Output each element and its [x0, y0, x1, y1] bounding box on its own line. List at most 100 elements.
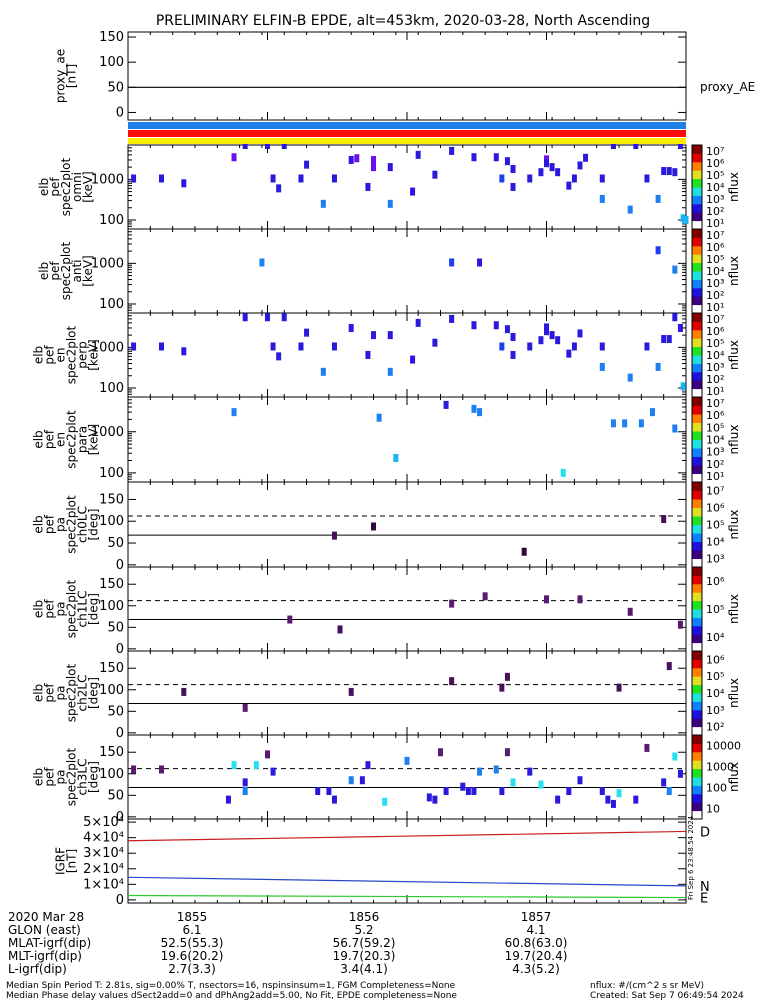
- heatmap-cell: [510, 350, 516, 359]
- heatmap-cell: [471, 153, 477, 162]
- colorbar-segment: [692, 170, 702, 180]
- heatmap-cell: [432, 170, 438, 179]
- heatmap-cell: [242, 141, 248, 149]
- colorbar-segment: [692, 609, 702, 618]
- colorbar-segment: [692, 760, 702, 770]
- colorbar-tick-label: 10⁵: [706, 337, 724, 350]
- heatmap-cell: [599, 174, 605, 183]
- heatmap-cell: [443, 400, 449, 409]
- y-tick-label: 100: [99, 213, 124, 228]
- y-tick-label: 0: [116, 642, 124, 657]
- heatmap-cell: [225, 795, 231, 804]
- colorbar-segment: [692, 405, 702, 415]
- colorbar-label: nflux: [727, 678, 741, 708]
- panel-pa-ch0LC: 050100150elbpefpaspec2plotch0LC[deg]10³1…: [32, 481, 741, 573]
- heatmap-cell: [304, 328, 310, 337]
- panel-spec-perp: 1001000elbpefenspec2plotperp[keV]10¹10²1…: [32, 312, 741, 398]
- heatmap-cell: [432, 338, 438, 347]
- colorbar-segment: [692, 229, 702, 238]
- y-tick-label: 50: [107, 704, 124, 719]
- colorbar-segment: [692, 575, 702, 585]
- colorbar-segment: [692, 693, 702, 702]
- heatmap-cell: [504, 157, 510, 166]
- series-label-D: D: [700, 825, 710, 840]
- y-tick-label: 0: [116, 810, 124, 825]
- heatmap-cell: [387, 199, 393, 208]
- heatmap-cell: [131, 174, 137, 183]
- panel-frame: [127, 396, 687, 483]
- colorbar-segment: [692, 793, 702, 803]
- y-axis-label: [deg]: [87, 593, 101, 625]
- y-tick-label: 100: [99, 297, 124, 312]
- heatmap-cell: [650, 408, 656, 417]
- colorbar-label: nflux: [727, 172, 741, 202]
- vertical-timestamp: Fri Sep 6 23:48:54 2024: [687, 815, 695, 900]
- colorbar-segment: [692, 448, 702, 457]
- heatmap-cell: [443, 787, 449, 795]
- colorbar-tick-label: 10³: [706, 193, 724, 206]
- heatmap-cell: [538, 780, 544, 789]
- colorbar-segment: [692, 371, 702, 381]
- heatmap-cell: [661, 515, 667, 524]
- y-tick-label: 1000: [91, 340, 124, 355]
- heatmap-cell: [661, 167, 667, 176]
- y-axis-label: pef: [43, 767, 57, 787]
- heatmap-cell: [616, 683, 622, 692]
- y-axis-label: pef: [48, 177, 62, 197]
- heatmap-cell: [331, 531, 337, 540]
- heatmap-cell: [599, 362, 605, 371]
- heatmap-cell: [499, 342, 505, 351]
- colorbar-segment: [692, 718, 702, 728]
- panel-frame: [127, 818, 687, 904]
- colorbar-segment: [692, 516, 702, 525]
- heatmap-cell: [320, 367, 326, 376]
- colorbar-segment: [692, 651, 702, 660]
- y-tick-label: 1000: [91, 425, 124, 440]
- heatmap-cell: [544, 595, 549, 604]
- heatmap-cell: [315, 787, 321, 795]
- heatmap-cell: [610, 799, 616, 808]
- heatmap-cell: [622, 419, 628, 428]
- heatmap-cell: [544, 327, 549, 336]
- y-tick-label: 50: [107, 80, 124, 95]
- colorbar-label: nflux: [727, 256, 741, 286]
- y-tick-label: 150: [99, 30, 124, 45]
- colorbar-segment: [692, 313, 702, 322]
- y-tick-label: 0: [116, 893, 124, 908]
- y-tick-label: 1×10⁴: [83, 877, 124, 892]
- heatmap-cell: [426, 793, 432, 802]
- y-axis-label: ch0LC: [76, 506, 90, 543]
- heatmap-cell: [510, 778, 516, 787]
- colorbar-label: nflux: [727, 762, 741, 792]
- colorbar-tick-label: 10⁶: [706, 575, 725, 588]
- colorbar-tick-label: 10⁵: [706, 603, 724, 616]
- colorbar-segment: [692, 465, 702, 474]
- y-axis-label: spec2plot: [59, 157, 73, 216]
- colorbar-segment: [692, 153, 702, 163]
- panel-pa-ch2LC: 050100150elbpefpaspec2plotch2LC[deg]10²1…: [32, 650, 741, 741]
- colorbar-tick-label: 10¹: [706, 470, 724, 483]
- heatmap-cell: [627, 205, 633, 214]
- heatmap-cell: [348, 323, 354, 332]
- colorbar-tick-label: 10²: [706, 373, 724, 386]
- colorbar-segment: [692, 178, 702, 188]
- y-axis-label: spec2plot: [65, 747, 79, 806]
- heatmap-cell: [633, 795, 639, 804]
- series-line-E: [127, 894, 687, 899]
- heatmap-cell: [666, 787, 672, 795]
- heatmap-cell: [510, 182, 516, 191]
- y-tick-label: 0: [116, 558, 124, 573]
- heatmap-cell: [231, 761, 237, 770]
- panel-frame: [127, 144, 687, 230]
- y-axis-label: proxy_ae: [54, 49, 68, 103]
- colorbar-tick-label: 10³: [706, 704, 724, 717]
- colorbar-segment: [692, 414, 702, 423]
- heatmap-cell: [583, 153, 589, 162]
- colorbar-segment: [692, 212, 702, 222]
- proxy-ae-legend: proxy_AE: [700, 80, 755, 94]
- colorbar-segment: [692, 709, 702, 719]
- footer-cell: 19.7(20.4): [505, 949, 568, 963]
- status-bar-red: [128, 130, 686, 137]
- y-axis-label: pef: [43, 514, 57, 534]
